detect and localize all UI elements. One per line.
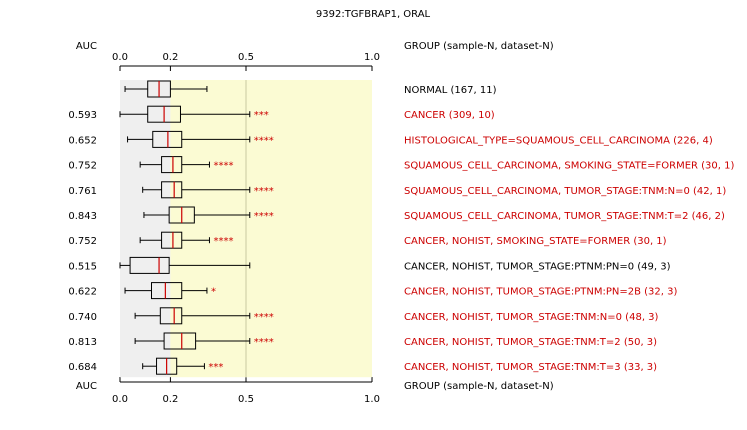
group-label: CANCER, NOHIST, TUMOR_STAGE:PTNM:PN=0 (4… — [404, 261, 671, 272]
group-header-top: GROUP (sample-N, dataset-N) — [404, 41, 554, 52]
x-tick-label: 0.5 — [238, 394, 254, 405]
auc-value: 0.740 — [68, 312, 97, 323]
x-tick-label: 1.0 — [364, 52, 380, 63]
group-label: CANCER, NOHIST, TUMOR_STAGE:TNM:T=3 (33,… — [404, 362, 657, 373]
box-row: * 0.622 CANCER, NOHIST, TUMOR_STAGE:PTNM:P… — [68, 282, 677, 300]
group-label: CANCER, NOHIST, TUMOR_STAGE:PTNM:PN=2B (… — [404, 287, 677, 298]
auc-value: 0.684 — [68, 362, 97, 373]
group-label: SQUAMOUS_CELL_CARCINOMA, SMOKING_STATE=F… — [404, 161, 734, 172]
x-tick-label: 1.0 — [364, 394, 380, 405]
iqr-box — [161, 231, 183, 249]
iqr-box — [159, 307, 183, 325]
box-row: **** 0.740 CANCER, NOHIST, TUMOR_STAGE:TNM… — [68, 307, 659, 325]
box-row: *** 0.593 CANCER (309, 10) — [68, 105, 495, 123]
significance-stars: **** — [213, 161, 233, 172]
significance-stars: **** — [254, 186, 274, 197]
iqr-box — [161, 156, 183, 174]
iqr-box — [151, 282, 183, 300]
significance-stars: *** — [208, 362, 223, 373]
iqr-box — [161, 181, 183, 199]
significance-stars: * — [211, 287, 216, 298]
x-tick-label: 0.2 — [162, 394, 178, 405]
group-label: CANCER (309, 10) — [404, 110, 495, 121]
plot-background — [120, 80, 372, 378]
box-row: **** 0.752 SQUAMOUS_CELL_CARCINOMA, SMOKIN… — [68, 156, 734, 174]
auc-header-top: AUC — [76, 41, 97, 52]
box-row: NORMAL (167, 11) — [124, 80, 497, 98]
box-row: *** 0.684 CANCER, NOHIST, TUMOR_STAGE:TNM:… — [68, 357, 657, 375]
auc-value: 0.622 — [68, 287, 97, 298]
x-tick-label: 0.0 — [112, 394, 128, 405]
group-label: CANCER, NOHIST, SMOKING_STATE=FORMER (30… — [404, 236, 667, 247]
auc-value: 0.752 — [68, 161, 97, 172]
box-row: **** 0.652 HISTOLOGICAL_TYPE=SQUAMOUS_CELL… — [68, 130, 713, 148]
background-band-left — [120, 80, 171, 378]
box-row: **** 0.843 SQUAMOUS_CELL_CARCINOMA, TUMOR_… — [68, 206, 725, 224]
auc-header-bottom: AUC — [76, 381, 97, 392]
group-label: CANCER, NOHIST, TUMOR_STAGE:TNM:T=2 (50,… — [404, 337, 657, 348]
significance-stars: **** — [254, 135, 274, 146]
box-row: **** 0.761 SQUAMOUS_CELL_CARCINOMA, TUMOR_… — [68, 181, 726, 199]
significance-stars: **** — [254, 337, 274, 348]
auc-value: 0.843 — [68, 211, 97, 222]
group-label: SQUAMOUS_CELL_CARCINOMA, TUMOR_STAGE:TNM… — [404, 211, 725, 222]
auc-value: 0.515 — [68, 261, 97, 272]
auc-value: 0.761 — [68, 186, 97, 197]
box-row: **** 0.813 CANCER, NOHIST, TUMOR_STAGE:TNM… — [68, 332, 657, 350]
group-label: HISTOLOGICAL_TYPE=SQUAMOUS_CELL_CARCINOM… — [404, 135, 713, 146]
box-row: 0.515 CANCER, NOHIST, TUMOR_STAGE:PTNM:PN… — [68, 256, 671, 274]
auc-value: 0.652 — [68, 135, 97, 146]
group-label: NORMAL (167, 11) — [404, 85, 497, 96]
x-axis-bottom: 0.0 0.2 0.5 1.0 — [112, 377, 380, 405]
auc-value: 0.813 — [68, 337, 97, 348]
background-band-right — [170, 80, 372, 378]
x-axis-top: 0.0 0.2 0.5 1.0 — [112, 52, 380, 71]
auc-value: 0.752 — [68, 236, 97, 247]
group-label: CANCER, NOHIST, TUMOR_STAGE:TNM:N=0 (48,… — [404, 312, 659, 323]
group-header-bottom: GROUP (sample-N, dataset-N) — [404, 381, 554, 392]
significance-stars: **** — [213, 236, 233, 247]
x-tick-label: 0.5 — [238, 52, 254, 63]
significance-stars: **** — [254, 211, 274, 222]
box-rows: NORMAL (167, 11) *** 0.593 CANCER (309, 10)… — [68, 80, 734, 375]
iqr-box — [129, 256, 170, 274]
box-row: **** 0.752 CANCER, NOHIST, SMOKING_STATE=F… — [68, 231, 667, 249]
auc-value: 0.593 — [68, 110, 97, 121]
chart-title: 9392:TGFBRAP1, ORAL — [316, 9, 431, 20]
iqr-box — [163, 332, 197, 350]
x-tick-label: 0.2 — [162, 52, 178, 63]
group-label: SQUAMOUS_CELL_CARCINOMA, TUMOR_STAGE:TNM… — [404, 186, 726, 197]
x-tick-label: 0.0 — [112, 52, 128, 63]
iqr-box — [152, 130, 183, 148]
significance-stars: **** — [254, 312, 274, 323]
significance-stars: *** — [254, 110, 269, 121]
